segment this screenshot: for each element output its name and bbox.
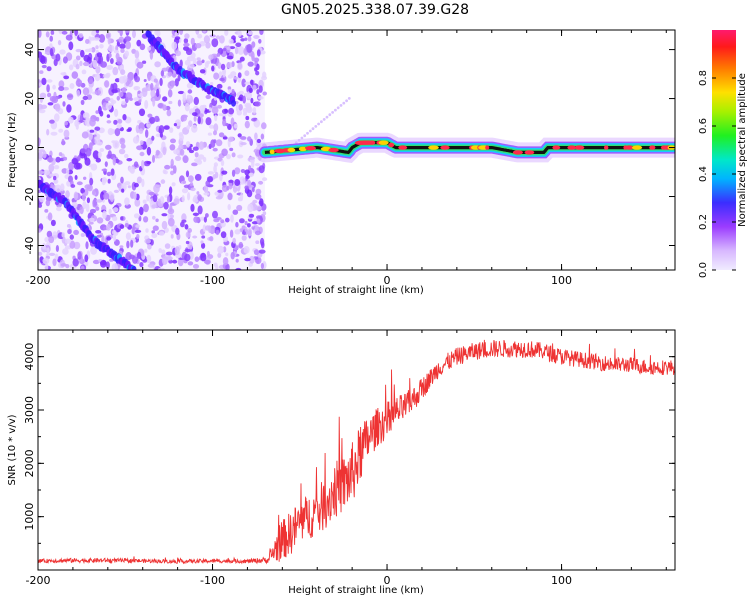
- snr-y-tick-label: 4000: [23, 343, 36, 371]
- colorbar-label: Normalized spectral amplitude: [737, 73, 748, 227]
- spectrogram-y-tick-label: -40: [23, 237, 36, 255]
- snr-series-line: [38, 339, 675, 565]
- colorbar-tick-label: 0.0: [698, 262, 709, 278]
- noise-speckle: [38, 30, 268, 270]
- snr-plot-area: [38, 339, 675, 565]
- faint-trace: [294, 97, 351, 145]
- colorbar-tick-label: 0.8: [698, 70, 709, 86]
- spectrogram-plot-area: [38, 30, 675, 270]
- snr-y-axis-label: SNR (10 * v/v): [7, 414, 18, 485]
- spectrogram-panel: -200 -100 0 100 40 20 0 -20 -40 Height of straig…: [7, 29, 676, 296]
- snr-axes: -200 -100 0 100 1000 2000 3000 4000: [23, 329, 675, 587]
- frequency-track-peaks: [269, 140, 675, 155]
- doppler-streak-1: [145, 30, 236, 107]
- snr-x-tick-label: 0: [384, 574, 391, 587]
- colorbar-tick-label: 0.2: [698, 214, 709, 230]
- spectrogram-axes: -200 -100 0 100 40 20 0 -20 -40: [23, 30, 675, 287]
- spectrogram-x-tick-label: -200: [26, 274, 51, 287]
- spectrogram-y-tick-label: -20: [23, 188, 36, 206]
- colorbar-tick-label: 0.6: [698, 118, 709, 134]
- spectrogram-frame: [37, 29, 676, 271]
- page-title: GN05.2025.338.07.39.G28: [280, 2, 470, 18]
- snr-x-tick-label: -100: [200, 574, 225, 587]
- spectrogram-y-tick-label: 40: [23, 43, 36, 57]
- spectrogram-x-tick-label: 100: [551, 274, 572, 287]
- snr-frame: [37, 329, 676, 571]
- snr-y-tick-label: 3000: [23, 396, 36, 424]
- colorbar-gradient: [712, 30, 736, 270]
- snr-x-tick-label: -200: [26, 574, 51, 587]
- snr-y-tick-label: 1000: [23, 503, 36, 531]
- snr-y-tick-label: 2000: [23, 449, 36, 477]
- snr-x-axis-label: Height of straight line (km): [288, 585, 424, 596]
- spectrogram-y-tick-label: 0: [23, 144, 36, 151]
- spectrogram-y-tick-label: 20: [23, 92, 36, 106]
- spectrogram-x-tick-label: 0: [384, 274, 391, 287]
- colorbar: 0.0 0.2 0.4 0.6 0.8 Normalized spectral ampl…: [698, 30, 748, 278]
- spectrogram-x-axis-label: Height of straight line (km): [288, 285, 424, 296]
- colorbar-ticks: 0.0 0.2 0.4 0.6 0.8: [698, 70, 736, 278]
- snr-x-tick-label: 100: [551, 574, 572, 587]
- colorbar-tick-label: 0.4: [698, 166, 709, 182]
- snr-panel: -200 -100 0 100 1000 2000 3000 4000 Height of s…: [7, 329, 676, 596]
- spectrogram-y-axis-label: Frequency (Hz): [7, 112, 18, 188]
- doppler-streak-2: [38, 179, 137, 270]
- spectrogram-x-tick-label: -100: [200, 274, 225, 287]
